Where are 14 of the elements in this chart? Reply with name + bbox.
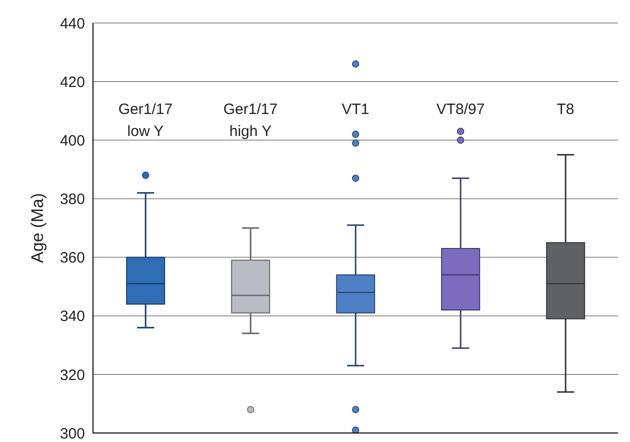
y-tick-label: 440 bbox=[60, 15, 85, 32]
y-tick-label: 420 bbox=[60, 74, 85, 91]
y-tick-label: 380 bbox=[60, 191, 85, 208]
x-tick-label: Ger1/17 low Y bbox=[118, 101, 173, 140]
y-axis-title: Age (Ma) bbox=[28, 193, 48, 263]
x-tick-label: Ger1/17 high Y bbox=[223, 101, 278, 140]
y-tick-label: 300 bbox=[60, 425, 85, 442]
x-tick-label: VT8/97 bbox=[436, 101, 485, 118]
x-tick-label: T8 bbox=[556, 101, 574, 118]
x-tick-label: VT1 bbox=[342, 101, 370, 118]
y-tick-label: 340 bbox=[60, 308, 85, 326]
y-tick-label: 320 bbox=[60, 366, 85, 384]
y-tick-label: 360 bbox=[60, 250, 85, 267]
y-tick-label: 400 bbox=[60, 132, 85, 150]
